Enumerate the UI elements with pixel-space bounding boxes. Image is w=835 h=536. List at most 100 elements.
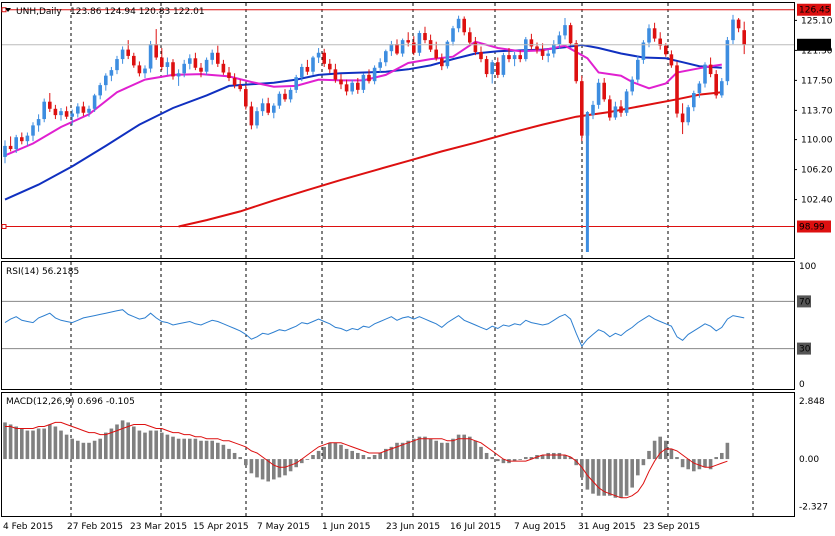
macd-bar xyxy=(188,438,192,460)
candle-body xyxy=(126,49,130,56)
macd-layer xyxy=(3,420,730,499)
date-label-1: 27 Feb 2015 xyxy=(67,522,123,532)
candle-body xyxy=(182,63,186,74)
candle-body xyxy=(76,106,80,114)
date-label-3: 15 Apr 2015 xyxy=(193,522,249,532)
ma-slow-line xyxy=(178,91,722,228)
rsi-line xyxy=(4,309,745,348)
macd-bar xyxy=(473,440,478,460)
candle-body xyxy=(53,108,58,116)
candle-body xyxy=(176,73,181,77)
macd-bar xyxy=(686,459,690,470)
candle-body xyxy=(148,44,153,69)
candle-body xyxy=(14,137,18,150)
macd-bar xyxy=(591,459,595,494)
macd-bar xyxy=(42,428,46,460)
candle-body xyxy=(356,82,360,90)
candle-body xyxy=(552,44,556,54)
macd-bar xyxy=(132,426,136,460)
candle-body xyxy=(260,103,265,112)
candle-body xyxy=(272,105,276,113)
candle-body xyxy=(137,65,142,74)
candle-body xyxy=(328,63,332,70)
macd-bar xyxy=(384,448,388,460)
price-tick-label-5: 106.20 xyxy=(801,166,833,176)
price-header: UNH,Daily 123.86 124.94 120.83 122.01 xyxy=(5,7,205,17)
candle-body xyxy=(529,39,534,47)
candle-body xyxy=(462,18,466,33)
date-label-6: 23 Jun 2015 xyxy=(386,522,440,532)
macd-bar xyxy=(199,440,203,460)
price-tick-label-6: 102.40 xyxy=(801,196,833,206)
candle-body xyxy=(608,99,612,118)
candle-body xyxy=(92,95,97,109)
candle-body xyxy=(238,85,242,90)
candle-body xyxy=(742,30,746,45)
macd-bar xyxy=(204,440,209,460)
candle-body xyxy=(232,78,237,86)
macd-bar xyxy=(529,457,534,460)
price-tick-label-3: 113.70 xyxy=(801,106,833,116)
rsi-tick-label-0: 100 xyxy=(799,262,816,272)
candle-body xyxy=(406,40,410,43)
candle-body xyxy=(540,49,545,56)
candle-body xyxy=(171,62,175,77)
candle-body xyxy=(249,106,254,126)
collapse-triangle-icon[interactable] xyxy=(5,8,11,12)
macd-bar xyxy=(266,459,270,482)
hline-anchor-0 xyxy=(1,7,7,13)
candle-body xyxy=(378,62,382,68)
candle-body xyxy=(70,113,74,117)
candle-body xyxy=(115,59,119,71)
price-tick-label-2: 117.50 xyxy=(801,76,833,86)
candle-body xyxy=(64,111,69,117)
ohlc-values: 123.86 124.94 120.83 122.01 xyxy=(70,7,205,17)
macd-bar xyxy=(669,448,674,460)
candle-body xyxy=(300,66,304,78)
candle-body xyxy=(210,52,214,60)
candle-body xyxy=(288,89,293,100)
macd-tick-label-1: 0.00 xyxy=(799,455,819,465)
macd-bar xyxy=(64,434,69,460)
candle-body xyxy=(574,43,578,82)
macd-bar xyxy=(165,434,170,460)
candle-body xyxy=(697,83,702,94)
candle-body xyxy=(361,74,366,90)
candle-body xyxy=(714,74,718,96)
candle-body xyxy=(652,28,657,39)
candle-body xyxy=(154,44,158,58)
macd-bar xyxy=(462,434,466,460)
macd-bar xyxy=(333,442,338,460)
macd-bar xyxy=(428,438,433,460)
macd-bar xyxy=(339,444,343,460)
macd-tick-label-0: 2.848 xyxy=(799,397,825,407)
macd-bar xyxy=(518,459,522,460)
hline-label-1: 98.99 xyxy=(799,223,825,233)
candle-body xyxy=(412,42,416,53)
candle-body xyxy=(305,66,310,72)
candle-body xyxy=(25,135,30,142)
candle-body xyxy=(294,77,298,90)
candle-body xyxy=(613,106,618,118)
macd-bar xyxy=(479,446,483,460)
macd-bar xyxy=(417,436,422,460)
macd-bar xyxy=(389,446,394,460)
macd-bar xyxy=(619,459,623,498)
macd-bar xyxy=(48,424,52,460)
macd-bar xyxy=(434,440,438,460)
rsi-panel[interactable] xyxy=(1,261,795,390)
last-price-label: 122.01 xyxy=(799,41,831,51)
candle-body xyxy=(535,46,539,50)
macd-bar xyxy=(484,452,489,460)
rsi-tick-label-1: 70 xyxy=(799,297,811,307)
macd-bar xyxy=(361,455,366,460)
candle-body xyxy=(680,113,685,123)
macd-bar xyxy=(31,430,35,460)
candle-body xyxy=(8,145,13,150)
price-panel[interactable] xyxy=(1,2,795,259)
macd-bar xyxy=(524,457,528,460)
candle-body xyxy=(199,67,203,72)
macd-bar xyxy=(585,459,590,490)
